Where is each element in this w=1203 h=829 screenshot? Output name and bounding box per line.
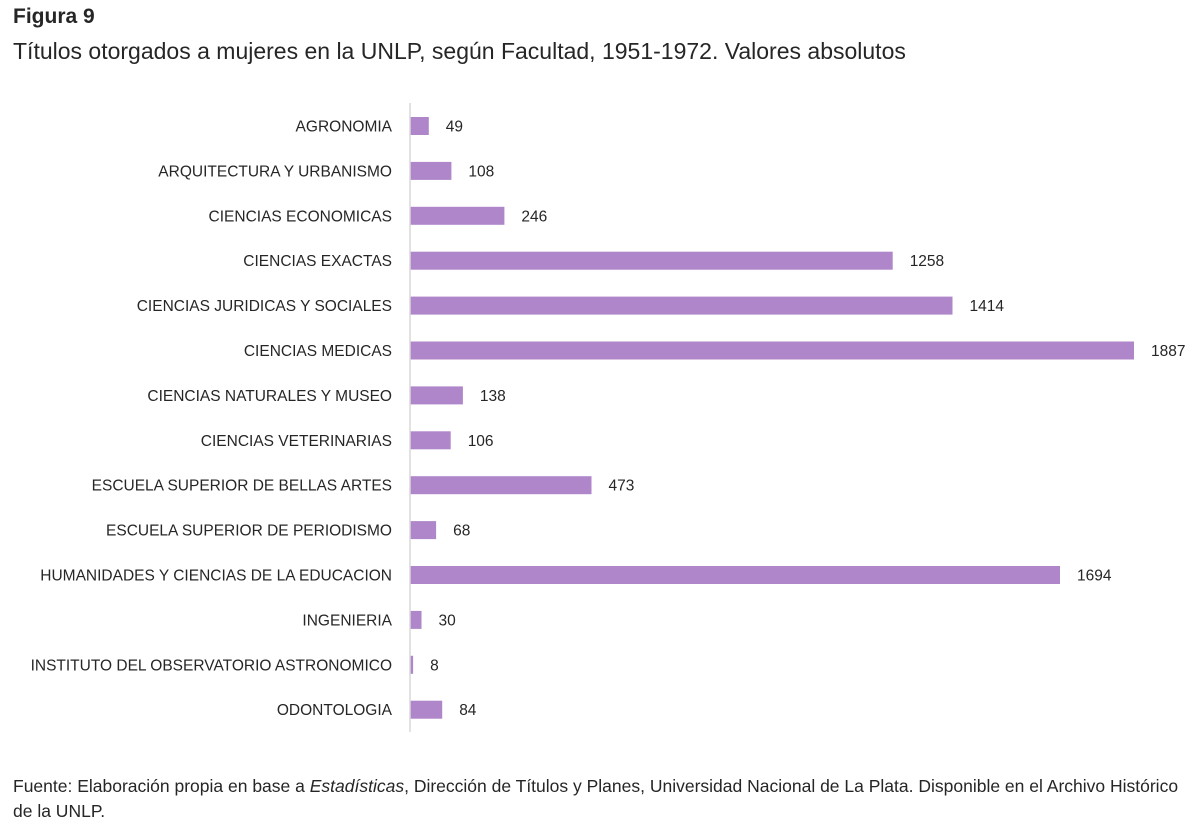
- category-label: CIENCIAS MEDICAS: [244, 343, 392, 360]
- value-label: 106: [468, 433, 494, 450]
- value-label: 1694: [1077, 568, 1112, 585]
- bar-6: [410, 386, 463, 405]
- value-label: 138: [480, 388, 506, 405]
- category-label: INSTITUTO DEL OBSERVATORIO ASTRONOMICO: [31, 657, 392, 674]
- value-label: 1887: [1151, 343, 1185, 360]
- value-label: 49: [446, 119, 463, 136]
- value-label: 1258: [910, 253, 944, 270]
- source-italic: Estadísticas: [309, 776, 405, 796]
- value-label: 108: [468, 163, 494, 180]
- bar-3: [410, 251, 893, 270]
- category-label: ARQUITECTURA Y URBANISMO: [158, 163, 392, 180]
- bar-9: [410, 521, 437, 540]
- bar-chart: AGRONOMIA ARQUITECTURA Y URBANISMO CIENCIA…: [31, 103, 1185, 732]
- source-suffix: , Dirección de Títulos y Planes, Univers…: [13, 776, 1179, 821]
- category-label: CIENCIAS NATURALES Y MUSEO: [147, 388, 392, 405]
- bar-5: [410, 341, 1134, 360]
- category-label: ESCUELA SUPERIOR DE BELLAS ARTES: [92, 478, 392, 495]
- value-label: 473: [609, 478, 635, 495]
- bar-12: [410, 655, 414, 674]
- value-label: 68: [453, 523, 470, 540]
- bar-10: [410, 566, 1060, 584]
- value-label: 84: [459, 702, 477, 719]
- category-label: CIENCIAS ECONOMICAS: [209, 208, 392, 225]
- category-label: AGRONOMIA: [296, 119, 393, 136]
- bar-2: [410, 206, 505, 225]
- category-label: CIENCIAS JURIDICAS Y SOCIALES: [137, 298, 392, 315]
- source-prefix: Fuente: Elaboración propia en base a: [13, 776, 310, 796]
- bar-11: [410, 610, 422, 629]
- value-label: 8: [430, 657, 439, 674]
- chart-title: Títulos otorgados a mujeres en la UNLP, …: [13, 38, 906, 64]
- category-label: HUMANIDADES Y CIENCIAS DE LA EDUCACION: [40, 568, 392, 585]
- category-label: ODONTOLOGIA: [277, 702, 393, 719]
- bar-8: [410, 476, 592, 495]
- value-labels-layer: 49 108 246 1258 1414 1887 138 106 473 68 1694 30 8 84: [430, 119, 1185, 720]
- value-label: 246: [521, 208, 547, 225]
- category-labels-layer: AGRONOMIA ARQUITECTURA Y URBANISMO CIENCIA…: [31, 119, 393, 720]
- category-label: INGENIERIA: [302, 612, 392, 629]
- category-label: CIENCIAS EXACTAS: [243, 253, 392, 270]
- bars-layer: [410, 117, 1134, 719]
- category-label: ESCUELA SUPERIOR DE PERIODISMO: [106, 523, 392, 540]
- figure-label: Figura 9: [13, 5, 95, 28]
- bar-7: [410, 431, 451, 450]
- bar-13: [410, 700, 443, 719]
- value-label: 30: [439, 612, 457, 629]
- category-label: CIENCIAS VETERINARIAS: [201, 433, 392, 450]
- source-note: Fuente: Elaboración propia en base a Est…: [13, 774, 1188, 824]
- bar-0: [410, 117, 429, 135]
- bar-4: [410, 296, 953, 315]
- value-label: 1414: [970, 298, 1005, 315]
- bar-1: [410, 161, 452, 180]
